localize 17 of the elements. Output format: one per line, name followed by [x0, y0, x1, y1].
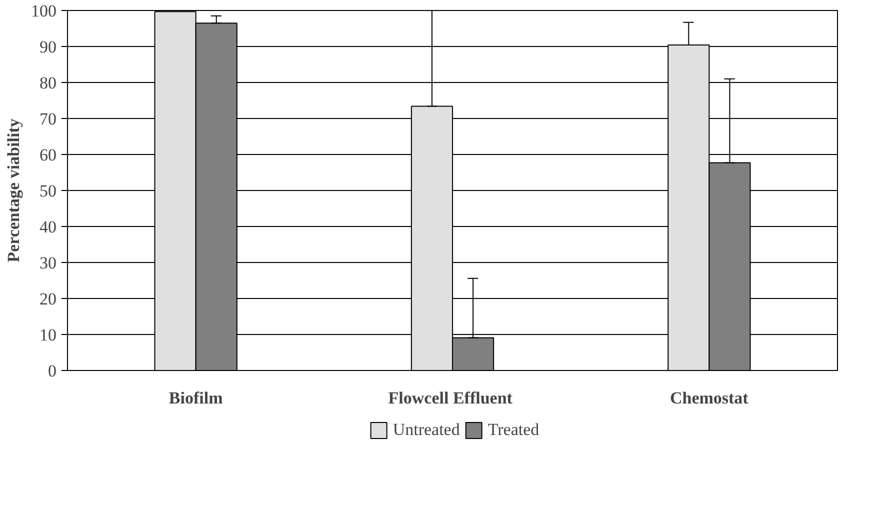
- y-tick-label: 90: [40, 38, 56, 56]
- y-axis-title: Percentage viability: [4, 118, 23, 262]
- y-tick-label: 100: [31, 2, 56, 20]
- x-tick-label: Biofilm: [168, 388, 223, 408]
- legend-label: Untreated: [392, 420, 460, 440]
- y-tick-label: 20: [40, 290, 56, 308]
- y-tick-label: 70: [40, 110, 56, 128]
- y-tick-label: 40: [40, 218, 56, 236]
- y-tick-label: 50: [40, 182, 56, 200]
- x-tick-label: Flowcell Effluent: [388, 388, 513, 408]
- legend-label: Treated: [488, 420, 540, 440]
- y-tick-label: 80: [40, 74, 56, 92]
- y-tick-label: 0: [48, 362, 56, 380]
- x-tick-label: Chemostat: [670, 388, 749, 408]
- y-tick-label: 60: [40, 146, 56, 164]
- y-tick-label: 30: [40, 254, 56, 272]
- y-tick-label: 10: [40, 326, 56, 344]
